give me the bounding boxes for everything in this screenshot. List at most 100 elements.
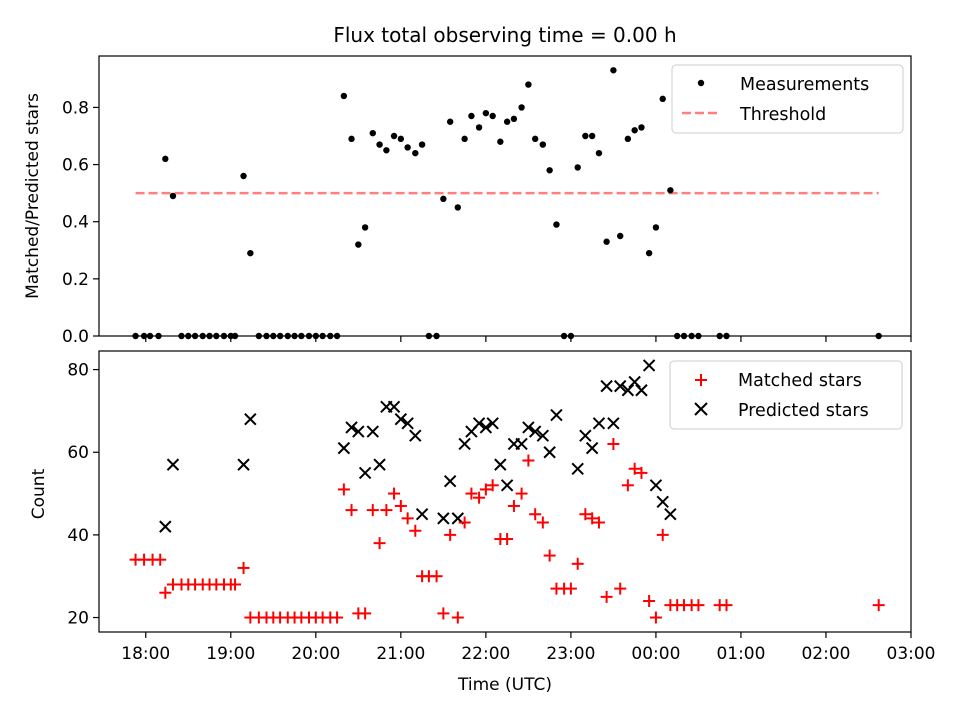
matched-star-point	[628, 462, 641, 475]
x-tick-label: 21:00	[376, 644, 425, 664]
measurement-point	[723, 332, 730, 340]
measurement-point	[199, 332, 206, 340]
predicted-star-point	[352, 425, 365, 438]
measurement-point	[574, 164, 581, 171]
x-marker-stroke	[614, 379, 627, 393]
matched-star-point	[486, 479, 499, 492]
predicted-star-point	[401, 417, 414, 430]
measurement-point	[454, 204, 462, 211]
predicted-star-point	[337, 441, 351, 455]
measurement-point	[595, 149, 603, 157]
matched-star-point	[621, 479, 634, 492]
matched-star-point	[229, 578, 242, 591]
legend-box	[669, 360, 903, 430]
measurement-point	[503, 118, 511, 125]
y-tick-label: 0.0	[62, 327, 89, 347]
matched-star-point	[635, 466, 648, 479]
measurement-point	[155, 332, 162, 340]
measurement-point	[255, 332, 263, 340]
measurement-point	[319, 332, 326, 340]
measurement-point	[875, 332, 882, 340]
bottom-legend: Matched stars Predicted stars	[669, 360, 903, 430]
measurement-point	[631, 127, 638, 134]
matched-star-point	[586, 512, 599, 525]
predicted-star-point	[642, 359, 656, 372]
predicted-star-point	[607, 417, 620, 430]
bottom-axes: 20 40 60 80 18:00 19:00 20:00 21:00 22:00 23:00 00…	[67, 350, 936, 664]
measurement-point	[418, 141, 426, 148]
y-tick-label: 0.4	[62, 213, 89, 233]
x-marker-stroke	[621, 384, 635, 397]
bottom-y-axis-label: Count	[29, 468, 49, 519]
x-marker-stroke	[166, 458, 180, 471]
x-marker-stroke	[244, 412, 257, 426]
x-tick-label: 23:00	[546, 644, 595, 664]
predicted-star-point	[528, 425, 542, 438]
matched-star-point	[444, 528, 457, 541]
y-tick-label: 40	[67, 526, 89, 546]
x-marker-stroke	[515, 437, 528, 451]
predicted-star-point	[373, 458, 386, 471]
measurement-point	[284, 332, 291, 340]
x-marker-stroke	[579, 429, 592, 442]
measurement-point	[525, 81, 532, 88]
measurement-point	[433, 332, 440, 340]
measurement-point	[440, 195, 447, 203]
measurement-point	[588, 132, 596, 140]
x-marker-stroke	[437, 512, 450, 525]
measurement-point	[220, 332, 228, 340]
measurement-point	[348, 135, 355, 143]
predicted-star-point	[366, 425, 379, 438]
measurement-point	[638, 124, 645, 131]
legend-label-measurements: Measurements	[740, 75, 869, 95]
x-marker-stroke	[373, 458, 386, 471]
measurement-point	[390, 132, 398, 140]
measurement-point	[553, 221, 560, 228]
x-marker-stroke	[458, 437, 471, 451]
matched-star-point	[720, 599, 733, 612]
legend-label-predicted: Predicted stars	[738, 401, 869, 421]
measurement-point	[539, 141, 547, 148]
x-marker-stroke	[159, 520, 172, 533]
matched-star-point	[649, 611, 662, 624]
matched-star-point	[614, 582, 627, 595]
measurement-point	[213, 332, 220, 340]
matched-star-point	[479, 483, 492, 496]
measurement-point	[355, 241, 362, 248]
predicted-star-point	[458, 437, 471, 451]
x-tick-label: 18:00	[121, 644, 170, 664]
measurement-point	[263, 332, 270, 340]
y-tick-label: 80	[67, 361, 89, 381]
measurement-point	[510, 115, 518, 123]
axes-frame	[98, 350, 912, 633]
measurement-point	[482, 109, 490, 117]
measurement-point	[461, 135, 468, 143]
legend-label-matched: Matched stars	[738, 371, 862, 391]
matched-star-point	[543, 549, 556, 562]
predicted-star-point	[515, 437, 528, 451]
measurement-point	[298, 332, 305, 340]
predicted-star-point	[415, 508, 429, 521]
measurement-point	[425, 332, 433, 340]
measurement-point	[446, 118, 454, 125]
x-marker-stroke	[345, 421, 358, 434]
measurement-point	[567, 332, 575, 340]
chart-title: Flux total observing time = 0.00 h	[333, 23, 676, 47]
x-marker-stroke	[607, 417, 620, 430]
measurement-point	[404, 144, 411, 151]
matched-star-point	[564, 582, 577, 595]
matched-star-point	[507, 499, 520, 512]
x-marker-stroke	[642, 359, 656, 372]
matched-star-point	[380, 504, 393, 517]
x-tick-label: 22:00	[461, 644, 510, 664]
matched-star-point	[571, 557, 584, 570]
top-axes: 0.0 0.2 0.4 0.6 0.8 Measurements Threshold	[62, 55, 912, 347]
measurement-point	[688, 332, 695, 340]
matched-star-point	[401, 512, 414, 525]
measurement-point	[169, 192, 177, 200]
predicted-star-point	[656, 495, 669, 509]
predicted-star-point	[592, 417, 606, 430]
matched-star-point	[458, 516, 471, 529]
matched-star-point	[872, 599, 885, 612]
